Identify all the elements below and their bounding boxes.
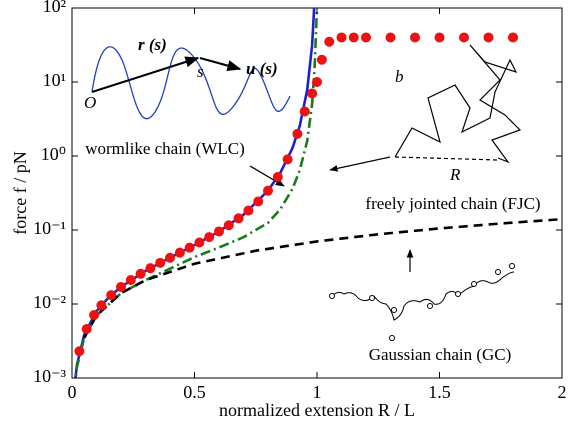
data-point [243, 205, 254, 216]
data-point [348, 32, 359, 43]
data-point [253, 196, 264, 207]
data-point [184, 242, 195, 253]
data-point [434, 32, 445, 43]
x-tick-label: 1.5 [428, 382, 451, 402]
data-point [312, 77, 322, 87]
annotation: s [197, 62, 204, 81]
data-point [361, 32, 371, 43]
data-point [165, 252, 175, 263]
annotation: u (s) [246, 59, 278, 78]
y-tick-label: 10⁻¹ [33, 218, 66, 238]
data-point [106, 290, 117, 301]
data-point [135, 268, 146, 279]
data-point [74, 346, 85, 357]
data-point [204, 232, 215, 243]
data-point [483, 32, 494, 43]
data-point [145, 263, 156, 274]
data-point [214, 226, 224, 237]
data-point [385, 32, 396, 43]
data-point [89, 310, 100, 321]
annotation: R [449, 165, 461, 184]
data-point [324, 36, 335, 47]
data-point [155, 257, 166, 268]
data-point [307, 88, 318, 99]
fjc-inset [329, 44, 522, 272]
data-point [299, 106, 310, 117]
x-tick-label: 0 [68, 382, 77, 402]
data-point [116, 281, 126, 292]
data-point [263, 185, 273, 196]
y-tick-label: 10⁰ [41, 144, 66, 164]
annotation: r (s) [138, 35, 167, 54]
data-point [233, 213, 244, 224]
data-point [282, 154, 293, 165]
y-axis-label: force f / pN [10, 151, 30, 234]
y-tick-label: 10⁻³ [33, 366, 67, 386]
data-point [174, 247, 185, 258]
data-point [292, 128, 303, 139]
data-point [459, 32, 469, 43]
data-point [336, 32, 347, 43]
data-point [81, 323, 92, 334]
gc-inset [329, 263, 515, 341]
annotation: Gaussian chain (GC) [369, 345, 512, 364]
data-point [316, 54, 327, 65]
data-point [272, 172, 283, 183]
data-point [223, 220, 234, 231]
y-tick-label: 10¹ [43, 70, 66, 90]
data-point [508, 32, 518, 43]
x-axis-label: normalized extension R / L [219, 400, 415, 420]
annotation: freely jointed chain (FJC) [365, 194, 540, 213]
arrow [249, 165, 285, 187]
data-point [410, 32, 420, 43]
y-tick-label: 10² [43, 0, 66, 16]
annotation: b [395, 67, 404, 86]
x-tick-label: 1 [313, 382, 322, 402]
data-point [96, 300, 107, 311]
x-tick-label: 0.5 [183, 382, 206, 402]
y-tick-label: 10⁻² [33, 292, 66, 312]
annotation: O [84, 93, 96, 112]
series-line [74, 8, 319, 378]
annotation: wormlike chain (WLC) [85, 139, 245, 158]
x-tick-label: 2 [558, 382, 567, 402]
data-point [194, 237, 205, 248]
series-line [83, 217, 562, 339]
wlc-inset [91, 46, 291, 120]
data-point [125, 275, 136, 286]
